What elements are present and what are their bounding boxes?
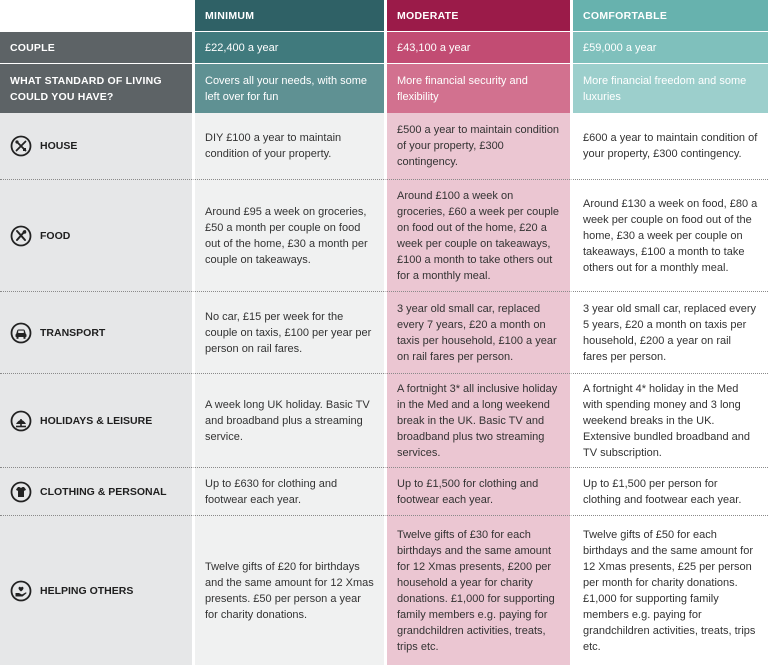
row-label-text: HOLIDAYS & LEISURE	[40, 414, 153, 427]
transport-moderate: 3 year old small car, replaced every 7 y…	[384, 291, 570, 373]
house-minimum: DIY £100 a year to maintain condition of…	[192, 113, 384, 179]
helping-moderate: Twelve gifts of £30 for each birthdays a…	[384, 515, 570, 665]
house-moderate: £500 a year to maintain condition of you…	[384, 113, 570, 179]
row-label-transport: TRANSPORT	[0, 291, 192, 373]
standard-label-line1: WHAT STANDARD OF LIVING	[10, 74, 162, 87]
couple-label: COUPLE	[0, 31, 192, 63]
row-label-text: TRANSPORT	[40, 326, 106, 339]
holidays-minimum: A week long UK holiday. Basic TV and bro…	[192, 373, 384, 467]
holiday-icon	[10, 410, 32, 431]
holidays-moderate: A fortnight 3* all inclusive holiday in …	[384, 373, 570, 467]
food-moderate: Around £100 a week on groceries, £60 a w…	[384, 179, 570, 291]
helping-hand-icon	[10, 580, 32, 601]
clothing-icon	[10, 481, 32, 502]
header-comfortable: COMFORTABLE	[570, 0, 768, 31]
holidays-comfortable: A fortnight 4* holiday in the Med with s…	[570, 373, 768, 467]
row-label-holidays: HOLIDAYS & LEISURE	[0, 373, 192, 467]
clothing-moderate: Up to £1,500 for clothing and footwear e…	[384, 467, 570, 515]
helping-minimum: Twelve gifts of £20 for birthdays and th…	[192, 515, 384, 665]
couple-moderate: £43,100 a year	[384, 31, 570, 63]
food-minimum: Around £95 a week on groceries, £50 a mo…	[192, 179, 384, 291]
transport-minimum: No car, £15 per week for the couple on t…	[192, 291, 384, 373]
couple-comfortable: £59,000 a year	[570, 31, 768, 63]
helping-comfortable: Twelve gifts of £50 for each birthdays a…	[570, 515, 768, 665]
row-label-text: HELPING OTHERS	[40, 584, 134, 597]
header-blank	[0, 0, 192, 31]
standard-label-line2: COULD YOU HAVE?	[10, 90, 114, 103]
row-label-food: FOOD	[0, 179, 192, 291]
row-label-house: HOUSE	[0, 113, 192, 179]
row-label-helping: HELPING OTHERS	[0, 515, 192, 665]
cutlery-icon	[10, 225, 32, 246]
car-icon	[10, 322, 32, 343]
standard-moderate: More financial security and flexibility	[384, 63, 570, 113]
food-comfortable: Around £130 a week on food, £80 a week p…	[570, 179, 768, 291]
header-moderate: MODERATE	[384, 0, 570, 31]
header-minimum: MINIMUM	[192, 0, 384, 31]
house-tools-icon	[10, 135, 32, 157]
row-label-text: FOOD	[40, 229, 71, 242]
clothing-minimum: Up to £630 for clothing and footwear eac…	[192, 467, 384, 515]
clothing-comfortable: Up to £1,500 per person for clothing and…	[570, 467, 768, 515]
standard-comfortable: More financial freedom and some luxuries	[570, 63, 768, 113]
standard-label: WHAT STANDARD OF LIVING COULD YOU HAVE?	[0, 63, 192, 113]
couple-minimum: £22,400 a year	[192, 31, 384, 63]
transport-comfortable: 3 year old small car, replaced every 5 y…	[570, 291, 768, 373]
row-label-clothing: CLOTHING & PERSONAL	[0, 467, 192, 515]
house-comfortable: £600 a year to maintain condition of you…	[570, 113, 768, 179]
standard-minimum: Covers all your needs, with some left ov…	[192, 63, 384, 113]
row-label-text: HOUSE	[40, 140, 78, 152]
row-label-text: CLOTHING & PERSONAL	[40, 485, 167, 498]
